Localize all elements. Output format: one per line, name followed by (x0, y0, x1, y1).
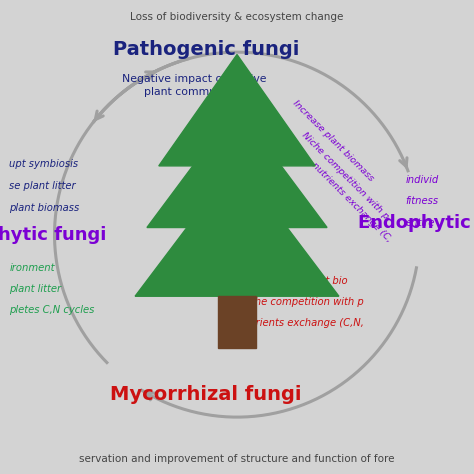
Polygon shape (135, 161, 339, 296)
Text: nutrients exchange (C,N,: nutrients exchange (C,N, (239, 318, 364, 328)
Text: Mycorrhizal fungi: Mycorrhizal fungi (110, 385, 302, 404)
Text: Increase plant bio: Increase plant bio (258, 275, 348, 286)
Text: Endophytic fu: Endophytic fu (358, 214, 474, 232)
Polygon shape (147, 107, 327, 228)
Text: Negative impact on native
plant communities: Negative impact on native plant communit… (122, 74, 266, 97)
Text: Increase plant biomass: Increase plant biomass (291, 99, 375, 183)
Text: pletes C,N cycles: pletes C,N cycles (9, 305, 95, 316)
Polygon shape (218, 296, 256, 348)
Text: plant litter: plant litter (9, 284, 62, 294)
Text: entire: entire (405, 218, 435, 228)
Text: fitness: fitness (405, 196, 438, 207)
Text: Loss of biodiversity & ecosystem change: Loss of biodiversity & ecosystem change (130, 12, 344, 22)
Text: ironment: ironment (9, 263, 55, 273)
Text: Pathogenic fungi: Pathogenic fungi (113, 40, 300, 59)
Polygon shape (159, 55, 315, 166)
Text: upt symbiosis: upt symbiosis (9, 158, 79, 169)
Text: nutrients exchange (C,: nutrients exchange (C, (310, 160, 393, 244)
Text: hytic fungi: hytic fungi (0, 226, 106, 244)
Text: servation and improvement of structure and function of fore: servation and improvement of structure a… (79, 454, 395, 464)
Text: individ: individ (405, 175, 438, 185)
Text: plant biomass: plant biomass (9, 202, 80, 213)
Text: se plant litter: se plant litter (9, 181, 76, 191)
Text: Niche competition with p: Niche competition with p (300, 130, 391, 221)
Text: Niche competition with p: Niche competition with p (239, 297, 364, 308)
